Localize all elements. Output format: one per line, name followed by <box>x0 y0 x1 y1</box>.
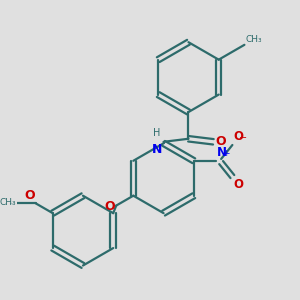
Text: O: O <box>104 200 115 213</box>
Text: CH₃: CH₃ <box>0 199 16 208</box>
Text: O: O <box>234 130 244 143</box>
Text: N: N <box>217 146 227 159</box>
Text: H: H <box>153 128 160 138</box>
Text: CH₃: CH₃ <box>246 35 262 44</box>
Text: methoxy: methoxy <box>10 203 16 204</box>
Text: N: N <box>152 143 162 156</box>
Text: O: O <box>215 135 226 148</box>
Text: O: O <box>24 189 35 203</box>
Text: +: + <box>222 149 230 158</box>
Text: O: O <box>234 178 244 191</box>
Text: −: − <box>239 133 247 143</box>
